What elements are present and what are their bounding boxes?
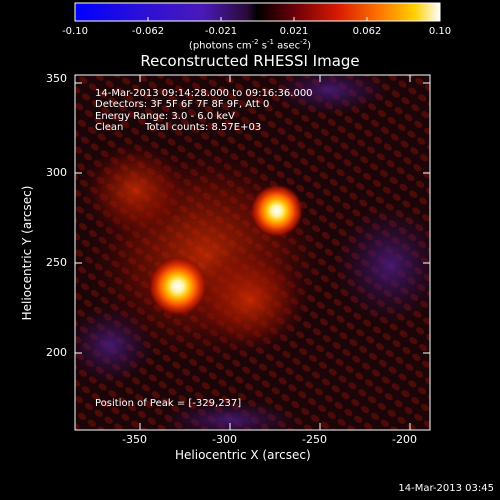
y-axis-label: Heliocentric Y (arcsec): [20, 185, 34, 321]
colorbar-tick-label: 0.10: [428, 26, 452, 37]
x-tick-label: -200: [392, 433, 417, 446]
y-tick-label: 200: [46, 346, 67, 359]
x-tick-label: -250: [302, 433, 327, 446]
colorbar-units: (photons cm-2 s-1 asec-2): [188, 38, 312, 52]
footer-date: 14-Mar-2013 03:45: [398, 483, 494, 494]
bright-source-1: [147, 256, 208, 317]
bright-source-2: [249, 183, 304, 238]
plot-title: Reconstructed RHESSI Image: [140, 52, 360, 70]
total-counts-text: Total counts: 8.57E+03: [145, 122, 262, 133]
colorbar-tick-label: 0.021: [279, 26, 309, 37]
x-axis-label: Heliocentric X (arcsec): [175, 448, 311, 462]
colorbar-tick-label: -0.021: [204, 26, 238, 37]
x-tick-label: -300: [212, 433, 237, 446]
colorbar-tick-label: -0.10: [62, 26, 88, 37]
y-tick-label: 250: [46, 256, 67, 269]
detectors-text: Detectors: 3F 5F 6F 7F 8F 9F, Att 0: [95, 99, 270, 110]
x-tick-label: -350: [122, 433, 147, 446]
y-tick-label: 300: [46, 166, 67, 179]
algorithm-text: Clean: [95, 122, 124, 133]
time-range-text: 14-Mar-2013 09:14:28.000 to 09:16:36.000: [95, 88, 313, 99]
colorbar-tick-label: -0.062: [131, 26, 165, 37]
y-tick-label: 350: [46, 72, 67, 85]
colorbar-tick-label: 0.062: [352, 26, 382, 37]
energy-range-text: Energy Range: 3.0 - 6.0 keV: [95, 111, 235, 122]
peak-position-text: Position of Peak = [-329,237]: [95, 398, 242, 409]
